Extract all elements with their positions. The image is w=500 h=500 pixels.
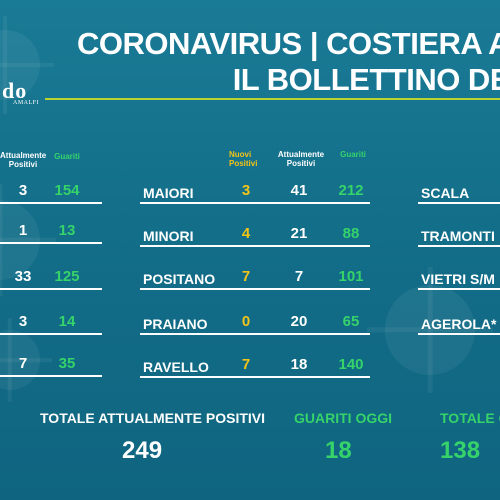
- center-row-guariti: 88: [342, 225, 360, 242]
- center-row-minori: MINORI 4 21 88: [140, 223, 370, 247]
- center-row-nuovi: 7: [241, 268, 251, 285]
- row-underline: [418, 288, 500, 290]
- title-line-2: IL BOLLETTINO DE: [232, 62, 500, 97]
- center-row-name: POSITANO: [143, 271, 216, 287]
- totale-guariti-label: TOTALE G: [440, 410, 500, 426]
- left-row-attualmente: 3: [18, 313, 28, 330]
- center-row-attualmente: 7: [294, 268, 304, 285]
- row-underline: [140, 288, 370, 290]
- header-rule: [45, 98, 500, 100]
- left-row-guariti: 154: [54, 182, 80, 199]
- center-row-attualmente: 20: [290, 313, 308, 330]
- left-row-5: 7 35: [0, 353, 102, 377]
- right-row-vietri: VIETRI S/M: [418, 266, 500, 290]
- totale-attualmente-value: 249: [122, 437, 163, 464]
- left-row-1: 3 154: [0, 180, 102, 204]
- center-row-ravello: RAVELLO 7 18 140: [140, 354, 370, 378]
- center-row-guariti: 101: [338, 268, 364, 285]
- left-row-guariti: 14: [58, 313, 76, 330]
- logo: do: [2, 78, 27, 104]
- center-row-positano: POSITANO 7 7 101: [140, 266, 370, 290]
- center-row-nuovi: 0: [241, 313, 251, 330]
- center-row-nuovi: 4: [241, 225, 251, 242]
- right-row-name: TRAMONTI: [421, 228, 495, 244]
- left-row-4: 3 14: [0, 311, 102, 335]
- left-row-3: 33 125: [0, 266, 102, 290]
- center-row-nuovi: 7: [241, 356, 251, 373]
- totale-attualmente-label: TOTALE ATTUALMENTE POSITIVI: [40, 410, 266, 426]
- left-header-guariti: Guariti: [54, 152, 80, 161]
- left-row-2: 1 13: [0, 220, 102, 244]
- left-row-attualmente: 3: [18, 182, 28, 199]
- center-row-praiano: PRAIANO 0 20 65: [140, 311, 370, 335]
- row-underline: [140, 376, 370, 378]
- row-underline: [0, 375, 102, 377]
- right-row-name: SCALA: [421, 185, 470, 201]
- left-row-attualmente: 33: [14, 268, 32, 285]
- row-underline: [140, 245, 370, 247]
- row-underline: [418, 333, 500, 335]
- right-row-name: AGEROLA*: [421, 316, 497, 332]
- left-row-guariti: 13: [58, 222, 76, 239]
- guariti-oggi-value: 18: [325, 437, 352, 464]
- left-row-attualmente: 7: [18, 355, 28, 372]
- left-row-guariti: 35: [58, 355, 76, 372]
- center-row-name: RAVELLO: [143, 359, 209, 375]
- left-row-attualmente: 1: [18, 222, 28, 239]
- row-underline: [0, 333, 102, 335]
- center-row-attualmente: 41: [290, 182, 308, 199]
- title-line-1: CORONAVIRUS | COSTIERA A: [77, 26, 500, 61]
- center-row-attualmente: 21: [290, 225, 308, 242]
- center-row-nuovi: 3: [241, 182, 251, 199]
- center-row-name: MINORI: [143, 228, 194, 244]
- totale-guariti-value: 138: [440, 437, 481, 464]
- left-header-attualmente: Attualmente Positivi: [0, 151, 47, 169]
- center-row-guariti: 212: [338, 182, 364, 199]
- row-underline: [418, 245, 500, 247]
- center-header-guariti: Guariti: [340, 150, 366, 159]
- logo-subtitle: AMALFI: [13, 100, 40, 106]
- center-row-guariti: 140: [338, 356, 364, 373]
- center-row-name: MAIORI: [143, 185, 194, 201]
- row-underline: [0, 202, 102, 204]
- guariti-oggi-label: GUARITI OGGI: [294, 410, 392, 426]
- center-row-attualmente: 18: [290, 356, 308, 373]
- right-row-name: VIETRI S/M: [421, 271, 495, 287]
- right-row-scala: SCALA: [418, 180, 500, 204]
- right-row-tramonti: TRAMONTI: [418, 223, 500, 247]
- center-row-name: PRAIANO: [143, 316, 208, 332]
- right-row-agerola: AGEROLA*: [418, 311, 500, 335]
- row-underline: [140, 202, 370, 204]
- logo-mark: do: [2, 78, 28, 103]
- row-underline: [0, 242, 102, 244]
- center-header-attualmente: Attualmente Positivi: [277, 150, 325, 168]
- virus-decoration-icon: [385, 285, 475, 375]
- center-row-guariti: 65: [342, 313, 360, 330]
- row-underline: [418, 202, 500, 204]
- row-underline: [140, 333, 370, 335]
- center-header-nuovi: Nuovi Positivi: [229, 150, 258, 168]
- left-row-guariti: 125: [54, 268, 80, 285]
- center-row-maiori: MAIORI 3 41 212: [140, 180, 370, 204]
- row-underline: [0, 288, 102, 290]
